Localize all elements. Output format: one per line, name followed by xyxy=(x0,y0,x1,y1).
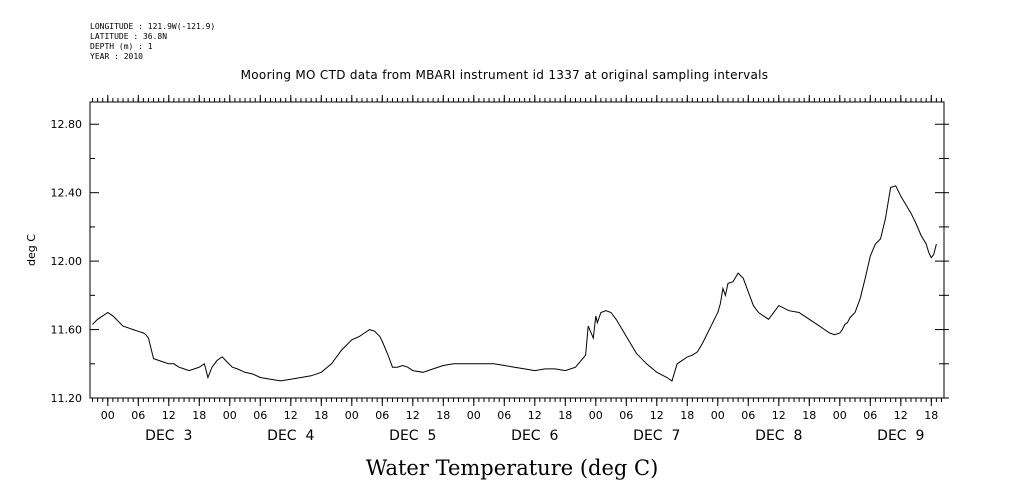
x-tick-label: 06 xyxy=(741,409,755,422)
mooring-metadata: LONGITUDE : 121.9W(-121.9) LATITUDE : 36… xyxy=(90,22,215,62)
x-tick-label: 06 xyxy=(131,409,145,422)
x-tick-label: 00 xyxy=(589,409,603,422)
x-tick-label: 12 xyxy=(162,409,176,422)
x-tick-label: 00 xyxy=(467,409,481,422)
x-tick-label: 12 xyxy=(284,409,298,422)
x-tick-label: 12 xyxy=(406,409,420,422)
x-tick-label: 18 xyxy=(558,409,572,422)
x-tick-label: 12 xyxy=(528,409,542,422)
x-tick-label: 12 xyxy=(650,409,664,422)
minor-tick-marks xyxy=(92,98,942,402)
x-tick-label: 00 xyxy=(101,409,115,422)
day-label: DEC 6 xyxy=(511,428,558,444)
depth-text: DEPTH (m) : 1 xyxy=(90,42,153,51)
x-tick-label: 00 xyxy=(345,409,359,422)
y-tick-label: 11.20 xyxy=(51,392,83,405)
x-tick-label: 18 xyxy=(924,409,938,422)
latitude-text: LATITUDE : 36.8N xyxy=(90,32,168,41)
chart-title: Mooring MO CTD data from MBARI instrumen… xyxy=(240,68,769,82)
x-tick-label: 06 xyxy=(497,409,511,422)
year-text: YEAR : 2010 xyxy=(90,52,143,61)
x-tick-label: 18 xyxy=(314,409,328,422)
x-tick-label: 06 xyxy=(253,409,267,422)
y-axis-label: deg C xyxy=(25,234,38,266)
x-tick-label: 12 xyxy=(894,409,908,422)
day-label: DEC 5 xyxy=(389,428,436,444)
x-tick-label: 06 xyxy=(619,409,633,422)
x-axis: 00 06 12 18 00 06 12 18 00 06 12 18 00 06 12 18 00 06 12 18… xyxy=(101,95,938,444)
y-axis: 11.20 11.60 12.00 12.40 12.80 xyxy=(51,118,949,405)
x-tick-label: 00 xyxy=(711,409,725,422)
day-label: DEC 7 xyxy=(633,428,680,444)
day-label: DEC 9 xyxy=(877,428,924,444)
x-axis-label: Water Temperature (deg C) xyxy=(366,456,659,480)
x-tick-label: 18 xyxy=(192,409,206,422)
y-tick-label: 11.60 xyxy=(51,324,83,337)
water-temperature-line xyxy=(92,185,937,382)
day-label: DEC 3 xyxy=(145,428,192,444)
x-tick-label: 00 xyxy=(223,409,237,422)
longitude-text: LONGITUDE : 121.9W(-121.9) xyxy=(90,22,216,31)
x-tick-label: 18 xyxy=(680,409,694,422)
x-tick-label: 12 xyxy=(772,409,786,422)
y-tick-label: 12.40 xyxy=(51,187,83,200)
x-tick-label: 18 xyxy=(802,409,816,422)
x-tick-label: 00 xyxy=(833,409,847,422)
day-label: DEC 8 xyxy=(755,428,802,444)
x-tick-label: 06 xyxy=(375,409,389,422)
x-tick-label: 18 xyxy=(436,409,450,422)
plot-frame xyxy=(89,101,945,399)
day-label: DEC 4 xyxy=(267,428,314,444)
y-tick-label: 12.80 xyxy=(51,118,83,131)
x-tick-label: 06 xyxy=(863,409,877,422)
y-tick-label: 12.00 xyxy=(51,255,83,268)
